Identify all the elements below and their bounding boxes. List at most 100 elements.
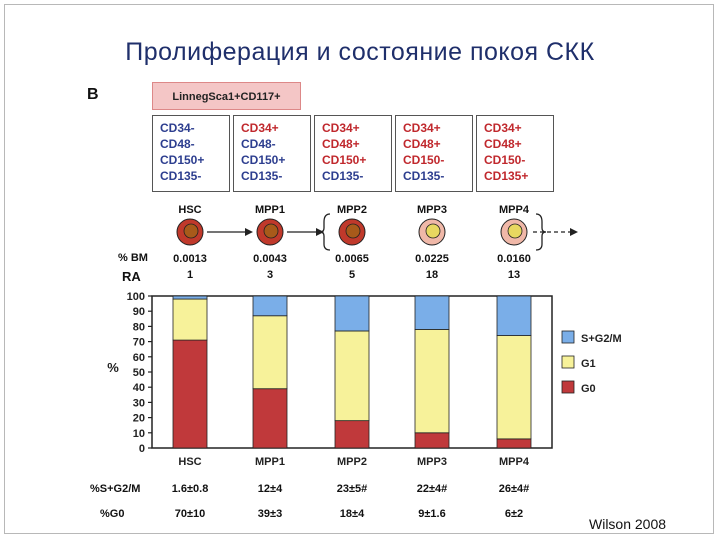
lineage-gate-label: LinnegSca1+CD117+ bbox=[172, 91, 281, 103]
bar-segment-g0 bbox=[496, 438, 532, 449]
bar-segment-sg2m bbox=[496, 295, 532, 336]
g0-value: 39±3 bbox=[257, 508, 283, 520]
ra-row-label: RA bbox=[122, 269, 141, 284]
x-tick-label: MPP2 bbox=[337, 456, 367, 468]
marker-box-mpp4: CD34+ CD48+ CD150- CD135+ bbox=[476, 115, 554, 192]
nucleus-icon bbox=[263, 223, 279, 239]
sg2m-value: 1.6±0.8 bbox=[171, 483, 209, 495]
marker-label: CD150+ bbox=[160, 153, 205, 167]
stage-name: MPP1 bbox=[255, 204, 285, 216]
marker-label: CD135- bbox=[322, 169, 364, 183]
slide-frame bbox=[4, 4, 714, 534]
y-tick-label: 20 bbox=[133, 413, 145, 425]
marker-label: CD48+ bbox=[484, 137, 522, 151]
g0-row-label: %G0 bbox=[100, 508, 125, 520]
bar-segment-sg2m bbox=[334, 295, 370, 332]
stage-name: MPP3 bbox=[417, 204, 447, 216]
y-tick-label: 90 bbox=[133, 306, 145, 318]
marker-label: CD150- bbox=[403, 153, 445, 167]
sg2m-row-label: %S+G2/M bbox=[90, 483, 141, 495]
sg2m-value: 26±4# bbox=[498, 483, 530, 495]
marker-box-mpp2: CD34+ CD48+ CD150+ CD135- bbox=[314, 115, 392, 192]
bar-segment-g0 bbox=[334, 420, 370, 449]
marker-label: CD150+ bbox=[241, 153, 286, 167]
bar-segment-g0 bbox=[172, 339, 208, 449]
bar-segment-sg2m bbox=[252, 295, 288, 317]
marker-label: CD48+ bbox=[322, 137, 360, 151]
bar-segment-g1 bbox=[172, 298, 208, 341]
marker-label: CD34+ bbox=[322, 121, 360, 135]
marker-label: CD34- bbox=[160, 121, 195, 135]
bar-segment-sg2m bbox=[414, 295, 450, 330]
stage-name: HSC bbox=[178, 204, 202, 216]
legend-label: G0 bbox=[581, 383, 596, 395]
marker-label: CD150+ bbox=[322, 153, 367, 167]
x-tick-label: MPP4 bbox=[499, 456, 530, 468]
ra-value: 18 bbox=[425, 269, 439, 281]
sg2m-value: 12±4 bbox=[257, 483, 283, 495]
nucleus-icon bbox=[425, 223, 441, 239]
y-tick-label: 80 bbox=[133, 321, 145, 333]
sg2m-value: 22±4# bbox=[416, 483, 448, 495]
marker-box-hsc: CD34- CD48- CD150+ CD135- bbox=[152, 115, 230, 192]
sg2m-value: 23±5# bbox=[336, 483, 368, 495]
bar-segment-sg2m bbox=[172, 295, 208, 300]
x-tick-label: MPP3 bbox=[417, 456, 447, 468]
panel-letter: B bbox=[87, 86, 99, 103]
marker-box-mpp3: CD34+ CD48+ CD150- CD135- bbox=[395, 115, 473, 192]
marker-label: CD135- bbox=[403, 169, 445, 183]
lineage-gate-box: LinnegSca1+CD117+ bbox=[152, 82, 301, 110]
y-tick-label: 10 bbox=[133, 428, 145, 440]
marker-label: CD135- bbox=[241, 169, 283, 183]
legend-swatch bbox=[561, 380, 575, 394]
g0-value: 70±10 bbox=[174, 508, 206, 520]
g0-value: 9±1.6 bbox=[418, 508, 446, 520]
g0-value: 18±4 bbox=[339, 508, 365, 520]
legend-swatch bbox=[561, 330, 575, 344]
marker-label: CD135- bbox=[160, 169, 202, 183]
legend-label: S+G2/M bbox=[581, 333, 622, 345]
bm-value: 0.0065 bbox=[335, 253, 369, 265]
legend-swatch bbox=[561, 355, 575, 369]
nucleus-icon bbox=[507, 223, 523, 239]
marker-label: CD34+ bbox=[484, 121, 522, 135]
ra-value: 5 bbox=[348, 269, 356, 281]
bar-segment-g1 bbox=[334, 330, 370, 422]
right-bracket bbox=[535, 213, 547, 251]
marker-label: CD48- bbox=[241, 137, 276, 151]
bm-value: 0.0225 bbox=[415, 253, 449, 265]
y-tick-label: 100 bbox=[127, 291, 145, 303]
bar-segment-g1 bbox=[252, 315, 288, 390]
arrow-hsc-mpp1-head bbox=[245, 228, 253, 236]
ra-value: 1 bbox=[186, 269, 194, 281]
marker-label: CD48- bbox=[160, 137, 195, 151]
bar-segment-g0 bbox=[252, 388, 288, 449]
y-axis-label: % bbox=[107, 360, 119, 375]
y-tick-label: 50 bbox=[133, 367, 145, 379]
x-tick-label: HSC bbox=[178, 456, 201, 468]
citation: Wilson 2008 bbox=[589, 516, 667, 532]
legend-label: G1 bbox=[581, 358, 596, 370]
nucleus-icon bbox=[183, 223, 199, 239]
marker-label: CD34+ bbox=[241, 121, 279, 135]
bm-row-label: % BM bbox=[118, 252, 148, 264]
left-bracket bbox=[319, 213, 331, 251]
marker-label: CD34+ bbox=[403, 121, 441, 135]
bar-segment-g0 bbox=[414, 432, 450, 449]
stage-name: MPP2 bbox=[337, 204, 367, 216]
marker-label: CD150- bbox=[484, 153, 526, 167]
ra-value: 3 bbox=[266, 269, 274, 281]
marker-box-mpp1: CD34+ CD48- CD150+ CD135- bbox=[233, 115, 311, 192]
nucleus-icon bbox=[345, 223, 361, 239]
g0-value: 6±2 bbox=[504, 508, 524, 520]
slide-title: Пролиферация и состояние покоя СКК bbox=[125, 38, 595, 66]
bm-value: 0.0160 bbox=[497, 253, 531, 265]
bm-value: 0.0013 bbox=[173, 253, 207, 265]
bar-segment-g1 bbox=[414, 329, 450, 434]
ra-value: 13 bbox=[507, 269, 521, 281]
y-tick-label: 0 bbox=[139, 443, 145, 455]
marker-label: CD135+ bbox=[484, 169, 529, 183]
y-tick-label: 40 bbox=[133, 382, 145, 394]
y-tick-label: 30 bbox=[133, 397, 145, 409]
